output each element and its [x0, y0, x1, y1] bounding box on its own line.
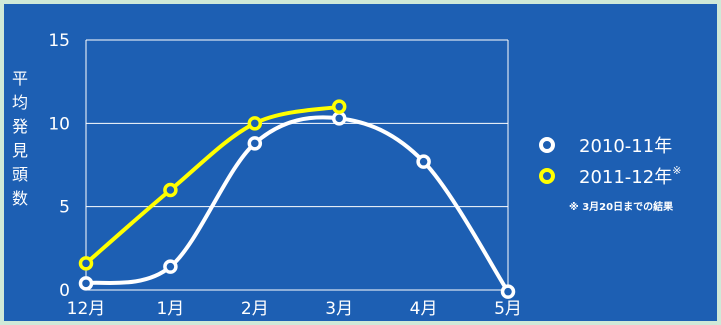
series-0	[78, 111, 516, 299]
y-tick-label-0: 0	[59, 281, 70, 301]
x-tick-label-0: 12月	[67, 299, 106, 319]
y-axis-label-char-5: 数	[12, 189, 28, 208]
y-axis-label-char-0: 平	[12, 69, 28, 88]
series-1	[78, 99, 347, 271]
chart-frame: 0 5 10 15 12月 1月 2月 3月 4月 5月 平均発見頭数 2010-11年 2011…	[4, 4, 717, 321]
legend-item-2011-12: 2011-12年※	[539, 164, 681, 188]
y-tick-label-15: 15	[48, 31, 70, 51]
data-point-0-3	[331, 111, 347, 126]
y-axis-label-char-1: 均	[12, 93, 28, 112]
data-point-1-1	[163, 182, 178, 198]
x-tick-label-2: 2月	[241, 299, 269, 319]
data-point-0-4	[416, 154, 431, 169]
legend-label-2011-12: 2011-12年	[579, 167, 672, 188]
legend-marker-white	[539, 137, 555, 153]
legend-label-2011-12-mark: ※	[672, 164, 681, 177]
data-point-1-2	[247, 116, 263, 131]
series-line-0	[84, 115, 510, 294]
legend-label-2011-12-group: 2011-12年※	[579, 164, 681, 188]
y-axis-label-char-4: 頭	[12, 165, 28, 184]
data-point-1-0	[78, 256, 94, 271]
x-tick-label-5: 5月	[494, 299, 522, 319]
y-tick-label-10: 10	[48, 114, 70, 134]
axis-layer: 0 5 10 15 12月 1月 2月 3月 4月 5月	[48, 31, 522, 319]
y-axis-label-char-3: 見	[12, 141, 28, 160]
data-point-0-1	[163, 259, 178, 274]
footnote-text: ※ 3月20日までの結果	[569, 200, 674, 213]
legend-item-2010-11: 2010-11年	[539, 136, 672, 157]
grid-layer	[85, 39, 509, 291]
data-point-0-2	[247, 136, 263, 151]
data-point-0-5	[500, 284, 516, 299]
x-tick-label-3: 3月	[325, 299, 353, 319]
legend-marker-yellow	[539, 168, 555, 184]
legend: 2010-11年 2011-12年※ ※ 3月20日までの結果	[539, 136, 681, 213]
data-point-1-3	[331, 99, 347, 114]
y-tick-label-5: 5	[59, 198, 70, 218]
y-axis-label-char-2: 発	[12, 117, 28, 136]
series-line-1	[84, 104, 342, 266]
x-tick-label-1: 1月	[156, 299, 184, 319]
data-point-0-0	[78, 276, 94, 291]
x-tick-label-4: 4月	[410, 299, 438, 319]
series-layer	[78, 99, 516, 299]
legend-label-2010-11: 2010-11年	[579, 136, 672, 157]
